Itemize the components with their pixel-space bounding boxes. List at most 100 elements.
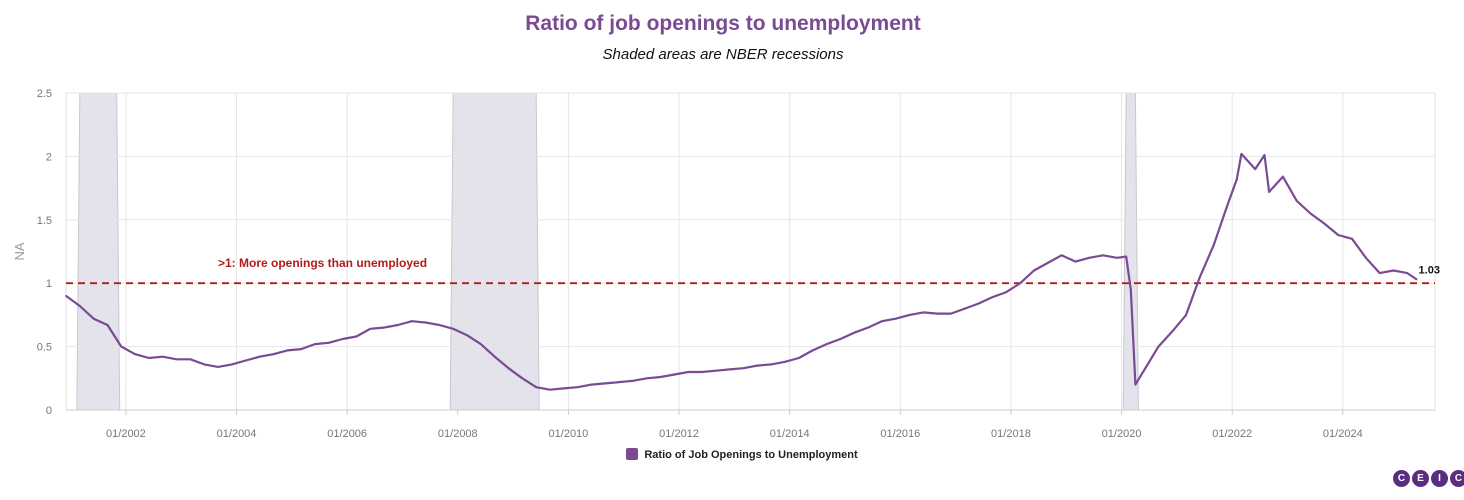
- series-point: [1088, 256, 1091, 259]
- series-point: [867, 326, 869, 329]
- series-point: [1134, 383, 1137, 386]
- series-point: [424, 321, 427, 324]
- series-point: [1143, 368, 1146, 371]
- series-point: [286, 349, 289, 352]
- series-point: [466, 334, 468, 337]
- series-point: [1157, 345, 1160, 348]
- y-axis-title: NA: [12, 242, 27, 260]
- series-point: [576, 386, 579, 389]
- series-point: [148, 357, 150, 359]
- x-tick-label: 01/2022: [1212, 428, 1252, 440]
- series-point: [881, 320, 883, 323]
- x-tick-label: 01/2002: [106, 428, 146, 440]
- series-point: [1378, 272, 1381, 274]
- series-point: [673, 373, 676, 376]
- y-tick-label: 1.5: [37, 215, 52, 227]
- series-point: [1046, 262, 1049, 264]
- legend-swatch: [626, 448, 639, 460]
- axes: 0 0.5 1 1.5 2 2.5 01/2002 01/2004 01/2006 01/2008…: [37, 88, 1436, 440]
- x-tick-label: 01/2008: [438, 428, 478, 440]
- y-tick-label: 1: [46, 278, 52, 290]
- gridlines: [66, 92, 1435, 411]
- series-point: [1323, 222, 1326, 225]
- series-point: [65, 295, 67, 297]
- legend[interactable]: Ratio of Job Openings to Unemployment: [0, 448, 1464, 461]
- series-point: [1116, 256, 1118, 259]
- series-point: [1240, 153, 1243, 155]
- series-point: [1337, 234, 1340, 236]
- series-point: [314, 343, 316, 345]
- series-point: [92, 317, 95, 320]
- series-point: [922, 311, 925, 314]
- series-point: [272, 353, 275, 356]
- series-point: [1392, 269, 1395, 272]
- series-point: [1129, 288, 1132, 291]
- series-point: [1033, 269, 1035, 272]
- series-point: [1365, 256, 1367, 259]
- series-point: [853, 331, 856, 334]
- series-point: [549, 388, 551, 391]
- last-value-label: 1.03: [1419, 264, 1440, 276]
- series-point: [1226, 203, 1229, 206]
- series-points: [65, 153, 1418, 391]
- x-tick-label: 01/2014: [770, 428, 810, 440]
- series-point: [106, 324, 109, 326]
- series-point: [963, 307, 966, 310]
- reference-line-annotation: >1: More openings than unemployed: [218, 256, 427, 270]
- recession-band-2: [449, 92, 540, 411]
- series-point: [1212, 244, 1215, 247]
- series-point: [950, 312, 952, 315]
- series-point: [1254, 168, 1257, 171]
- series-point: [493, 355, 496, 358]
- series-point: [1019, 282, 1022, 285]
- series-point: [562, 387, 565, 390]
- series-point: [742, 367, 745, 370]
- series-point: [397, 324, 399, 326]
- chart-title: Ratio of job openings to unemployment: [525, 12, 921, 35]
- recession-band-1: [76, 92, 121, 411]
- series-point: [991, 296, 994, 298]
- series-point: [1415, 278, 1418, 281]
- series-point: [161, 355, 164, 358]
- series-point: [203, 363, 206, 366]
- y-tick-label: 0: [46, 405, 52, 417]
- x-tick-label: 01/2010: [549, 428, 589, 440]
- x-tick-label: 01/2006: [327, 428, 367, 440]
- x-tick-label: 01/2018: [991, 428, 1031, 440]
- series-point: [258, 355, 261, 358]
- series-point: [1268, 191, 1270, 193]
- series-point: [521, 377, 524, 380]
- series-point: [189, 358, 192, 361]
- series-point: [1199, 276, 1201, 278]
- logo-letter: I: [1431, 470, 1448, 487]
- series-point: [134, 353, 137, 356]
- x-tick-label: 01/2016: [880, 428, 920, 440]
- series-point: [1005, 291, 1008, 293]
- logo-letter: C: [1450, 470, 1464, 487]
- x-tick-label: 01/2020: [1102, 428, 1142, 440]
- logo-letter: E: [1412, 470, 1429, 487]
- x-tick-label: 01/2012: [659, 428, 699, 440]
- series-point: [383, 326, 385, 329]
- series-point: [1185, 314, 1187, 316]
- series-point: [756, 364, 759, 367]
- series-point: [715, 369, 717, 372]
- y-tick-label: 2: [46, 151, 52, 163]
- x-tick-label: 01/2004: [217, 428, 257, 440]
- series-point: [535, 386, 538, 389]
- series-point: [244, 359, 247, 362]
- recession-band-3: [1122, 92, 1139, 411]
- series-point: [1235, 178, 1238, 181]
- series-point: [728, 368, 731, 371]
- series-point: [1060, 254, 1063, 257]
- series-point: [1309, 212, 1312, 215]
- series-point: [120, 345, 123, 348]
- series-point: [590, 383, 593, 386]
- series-point: [604, 382, 607, 385]
- series-line-ratio: [65, 152, 1418, 391]
- series-point: [825, 343, 828, 345]
- series-point: [798, 357, 800, 359]
- series-point: [507, 367, 510, 370]
- series-point: [175, 358, 178, 361]
